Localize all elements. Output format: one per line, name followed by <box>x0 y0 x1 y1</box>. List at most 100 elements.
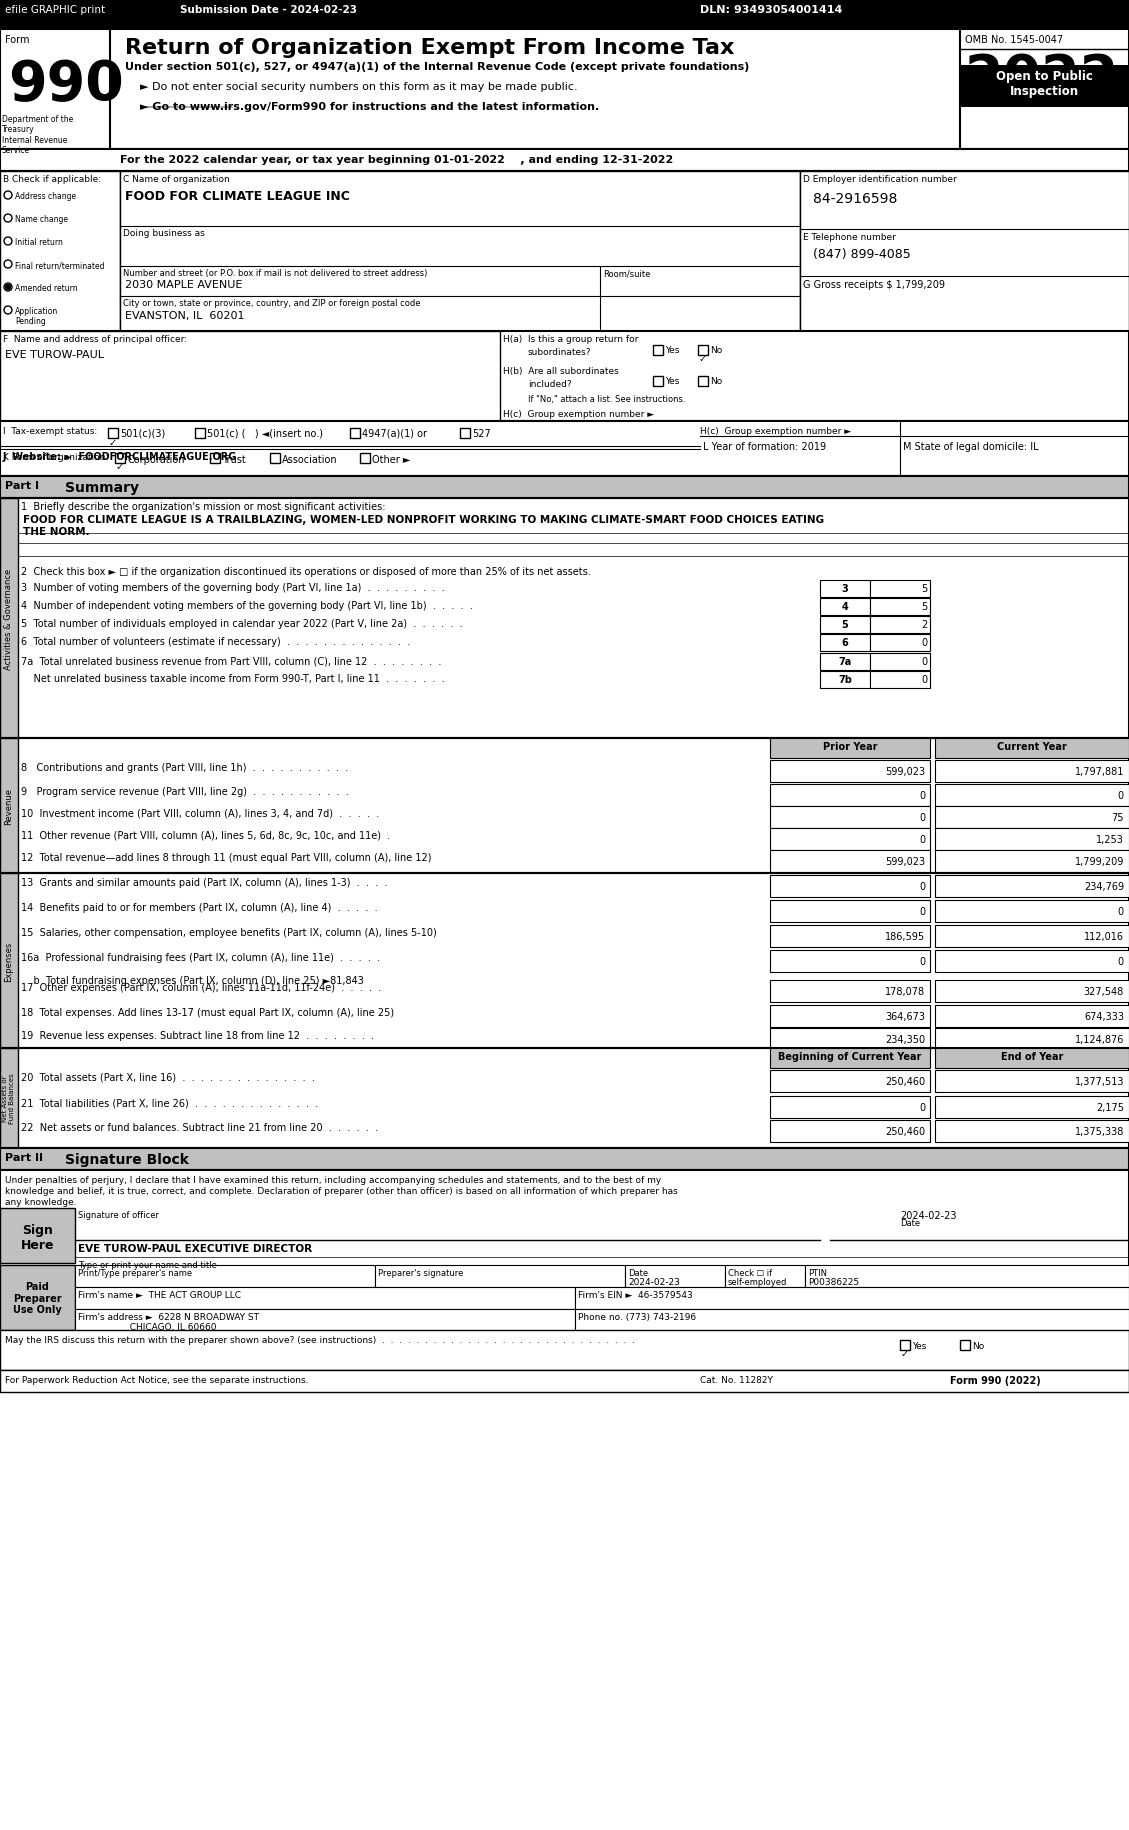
Bar <box>0 1330 1129 1371</box>
Text: 2024-02-23: 2024-02-23 <box>900 1210 956 1221</box>
Text: Return of Organization Exempt From Income Tax: Return of Organization Exempt From Incom… <box>125 38 734 59</box>
Bar <box>0 421 1129 478</box>
Text: City or town, state or province, country, and ZIP or foreign postal code: City or town, state or province, country… <box>123 298 420 307</box>
Bar <box>0 150 1129 172</box>
Text: Firm's address ►  6228 N BROADWAY ST: Firm's address ► 6228 N BROADWAY ST <box>78 1312 259 1321</box>
Text: C Name of organization: C Name of organization <box>123 176 229 183</box>
Text: Type or print your name and title: Type or print your name and title <box>78 1261 217 1270</box>
Bar <box>935 807 1129 829</box>
Text: 1,799,209: 1,799,209 <box>1075 856 1124 867</box>
Bar <box>0 1049 18 1149</box>
Text: 6: 6 <box>841 637 848 648</box>
Text: 327,548: 327,548 <box>1084 986 1124 997</box>
Bar <box>770 829 930 851</box>
Text: 1,375,338: 1,375,338 <box>1075 1127 1124 1136</box>
Bar <box>0 1149 1129 1171</box>
Text: 2: 2 <box>921 620 927 630</box>
Bar <box>820 672 870 688</box>
Text: Under section 501(c), 527, or 4947(a)(1) of the Internal Revenue Code (except pr: Under section 501(c), 527, or 4947(a)(1)… <box>125 62 750 71</box>
Circle shape <box>6 285 10 291</box>
Bar <box>0 172 120 331</box>
Bar <box>0 1371 1129 1393</box>
Text: Amended return: Amended return <box>15 284 78 293</box>
Bar <box>935 851 1129 873</box>
Text: Doing business as: Doing business as <box>123 229 204 238</box>
Text: 0: 0 <box>919 906 925 917</box>
Text: 3  Number of voting members of the governing body (Part VI, line 1a)  .  .  .  .: 3 Number of voting members of the govern… <box>21 582 445 593</box>
Bar <box>900 1340 910 1351</box>
Text: Firm's name ►  THE ACT GROUP LLC: Firm's name ► THE ACT GROUP LLC <box>78 1290 240 1299</box>
Text: 22  Net assets or fund balances. Subtract line 21 from line 20  .  .  .  .  .  .: 22 Net assets or fund balances. Subtract… <box>21 1122 378 1133</box>
Bar <box>935 761 1129 783</box>
Bar <box>0 500 1129 739</box>
Text: 0: 0 <box>919 834 925 844</box>
Text: 5: 5 <box>921 584 927 593</box>
Text: 5: 5 <box>921 602 927 611</box>
Text: ✓: ✓ <box>901 1349 909 1358</box>
Bar <box>0 331 1129 421</box>
Bar <box>820 617 870 633</box>
Text: Expenses: Expenses <box>5 941 14 981</box>
Text: Check ☐ if: Check ☐ if <box>728 1268 772 1277</box>
Text: 364,673: 364,673 <box>885 1012 925 1021</box>
Text: Other ►: Other ► <box>371 454 410 465</box>
Text: Signature of officer: Signature of officer <box>78 1210 159 1219</box>
Text: May the IRS discuss this return with the preparer shown above? (see instructions: May the IRS discuss this return with the… <box>5 1336 634 1345</box>
Bar <box>960 29 1129 150</box>
Text: For the 2022 calendar year, or tax year beginning 01-01-2022    , and ending 12-: For the 2022 calendar year, or tax year … <box>120 156 673 165</box>
Text: Firm's EIN ►  46-3579543: Firm's EIN ► 46-3579543 <box>578 1290 693 1299</box>
Text: 12  Total revenue—add lines 8 through 11 (must equal Part VIII, column (A), line: 12 Total revenue—add lines 8 through 11 … <box>21 853 431 862</box>
Text: 0: 0 <box>919 791 925 800</box>
Text: Submission Date - 2024-02-23: Submission Date - 2024-02-23 <box>180 5 357 15</box>
Bar <box>770 875 930 897</box>
Text: ► Do not enter social security numbers on this form as it may be made public.: ► Do not enter social security numbers o… <box>140 82 578 92</box>
Text: 250,460: 250,460 <box>885 1076 925 1087</box>
Bar <box>820 653 870 670</box>
Bar <box>770 785 930 807</box>
Text: any knowledge.: any knowledge. <box>5 1197 77 1206</box>
Text: EVE TUROW-PAUL: EVE TUROW-PAUL <box>5 350 104 361</box>
Bar <box>820 580 870 598</box>
Text: 21  Total liabilities (Part X, line 26)  .  .  .  .  .  .  .  .  .  .  .  .  .  : 21 Total liabilities (Part X, line 26) .… <box>21 1098 318 1109</box>
Text: Current Year: Current Year <box>997 741 1067 752</box>
Text: Association: Association <box>282 454 338 465</box>
Bar <box>935 1005 1129 1027</box>
Text: 2024-02-23: 2024-02-23 <box>628 1277 680 1286</box>
Text: L Year of formation: 2019: L Year of formation: 2019 <box>703 441 826 452</box>
Text: 0: 0 <box>919 882 925 891</box>
Text: EVE TUROW-PAUL EXECUTIVE DIRECTOR: EVE TUROW-PAUL EXECUTIVE DIRECTOR <box>78 1243 312 1254</box>
Bar <box>460 428 470 439</box>
Bar <box>725 1265 805 1286</box>
Bar <box>935 1120 1129 1142</box>
Text: 2,175: 2,175 <box>1096 1102 1124 1113</box>
Text: F  Name and address of principal officer:: F Name and address of principal officer: <box>3 335 187 344</box>
Text: Revenue: Revenue <box>5 787 14 825</box>
Text: Cat. No. 11282Y: Cat. No. 11282Y <box>700 1376 773 1383</box>
Bar <box>120 172 800 331</box>
Text: 84-2916598: 84-2916598 <box>813 192 898 207</box>
Bar <box>210 454 220 463</box>
Bar <box>0 873 18 1049</box>
Bar <box>960 66 1129 108</box>
Bar <box>935 1028 1129 1050</box>
Text: Number and street (or P.O. box if mail is not delivered to street address): Number and street (or P.O. box if mail i… <box>123 269 428 278</box>
Text: 19  Revenue less expenses. Subtract line 18 from line 12  .  .  .  .  .  .  .  .: 19 Revenue less expenses. Subtract line … <box>21 1030 374 1041</box>
Bar <box>698 377 708 386</box>
Text: 0: 0 <box>921 657 927 666</box>
Text: H(c)  Group exemption number ►: H(c) Group exemption number ► <box>700 426 851 436</box>
Text: 1,253: 1,253 <box>1096 834 1124 844</box>
Text: Print/Type preparer's name: Print/Type preparer's name <box>78 1268 192 1277</box>
Text: ✓: ✓ <box>110 437 117 448</box>
Text: Application
Pending: Application Pending <box>15 307 59 326</box>
Text: 234,769: 234,769 <box>1084 882 1124 891</box>
Bar <box>653 377 663 386</box>
Bar <box>820 598 870 615</box>
Text: EVANSTON, IL  60201: EVANSTON, IL 60201 <box>125 311 245 320</box>
Bar <box>870 580 930 598</box>
Text: 75: 75 <box>1111 813 1124 822</box>
Text: G Gross receipts $ 1,799,209: G Gross receipts $ 1,799,209 <box>803 280 945 289</box>
Bar <box>698 346 708 355</box>
Text: 0: 0 <box>919 1102 925 1113</box>
Text: 14  Benefits paid to or for members (Part IX, column (A), line 4)  .  .  .  .  .: 14 Benefits paid to or for members (Part… <box>21 902 377 913</box>
Text: Yes: Yes <box>665 346 680 355</box>
